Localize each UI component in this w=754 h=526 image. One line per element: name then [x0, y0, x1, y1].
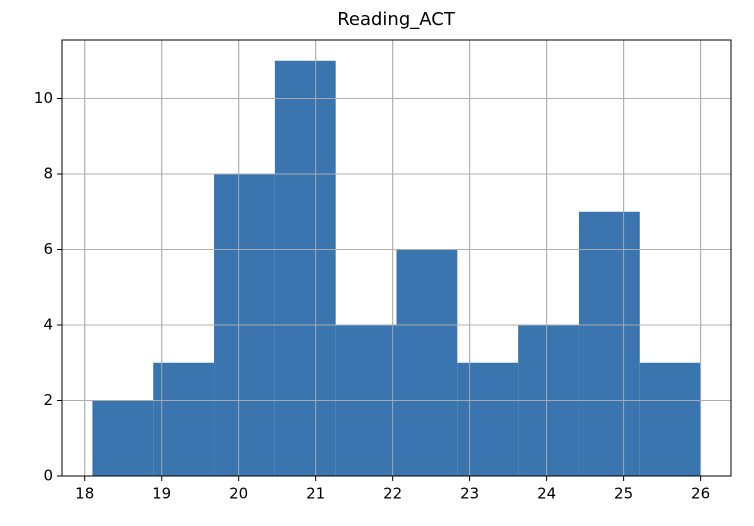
y-tick-label: 8 — [43, 165, 53, 183]
bar — [153, 362, 215, 476]
x-tick-label: 26 — [691, 485, 710, 503]
bar — [639, 362, 701, 476]
bar — [396, 249, 458, 476]
x-tick-label: 19 — [152, 485, 171, 503]
y-tick-label: 4 — [43, 316, 53, 334]
y-tick-label: 10 — [34, 89, 53, 107]
bar — [92, 400, 154, 476]
x-tick-label: 25 — [614, 485, 633, 503]
x-tick-label: 20 — [229, 485, 248, 503]
x-tick-label: 21 — [306, 485, 325, 503]
plot-frame — [61, 39, 732, 477]
bar — [274, 60, 336, 477]
y-tick-label: 2 — [43, 391, 53, 409]
bar — [457, 362, 519, 476]
x-tick-label: 22 — [383, 485, 402, 503]
y-tick-label: 6 — [43, 240, 53, 258]
bar — [578, 211, 640, 476]
x-tick-label: 18 — [75, 485, 94, 503]
x-tick-label: 23 — [460, 485, 479, 503]
chart-title: Reading_ACT — [337, 9, 456, 30]
y-tick-label: 0 — [43, 467, 53, 485]
x-tick-label: 24 — [537, 485, 556, 503]
